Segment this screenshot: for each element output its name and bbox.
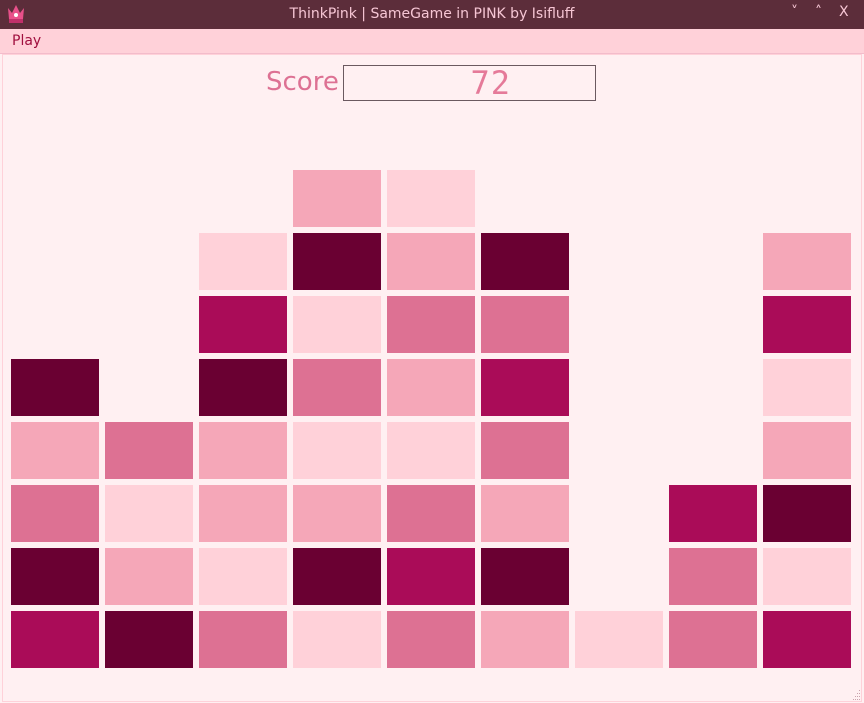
tile[interactable] xyxy=(293,170,381,227)
tile[interactable] xyxy=(763,422,851,479)
tile[interactable] xyxy=(199,233,287,290)
tile[interactable] xyxy=(387,359,475,416)
tile[interactable] xyxy=(105,422,193,479)
tile[interactable] xyxy=(199,422,287,479)
tile[interactable] xyxy=(481,296,569,353)
tile[interactable] xyxy=(763,611,851,668)
score-value: 72 xyxy=(470,64,511,102)
tile[interactable] xyxy=(293,422,381,479)
maximize-button[interactable]: ˄ xyxy=(815,4,822,20)
tile[interactable] xyxy=(293,359,381,416)
crown-icon xyxy=(8,5,24,23)
tile[interactable] xyxy=(763,233,851,290)
tile[interactable] xyxy=(763,296,851,353)
tile[interactable] xyxy=(575,611,663,668)
tile[interactable] xyxy=(481,422,569,479)
tile[interactable] xyxy=(11,485,99,542)
tile[interactable] xyxy=(199,296,287,353)
tile[interactable] xyxy=(387,548,475,605)
tile[interactable] xyxy=(669,611,757,668)
tile[interactable] xyxy=(481,548,569,605)
tile[interactable] xyxy=(11,422,99,479)
tile[interactable] xyxy=(293,548,381,605)
window-title: ThinkPink | SameGame in PINK by Isifluff xyxy=(289,6,575,22)
close-button[interactable]: X xyxy=(839,4,849,20)
tile[interactable] xyxy=(387,611,475,668)
score-label: Score xyxy=(266,67,339,97)
menu-bar: Play xyxy=(0,29,864,54)
tile[interactable] xyxy=(387,233,475,290)
tile[interactable] xyxy=(387,296,475,353)
resize-grip-icon[interactable] xyxy=(851,690,861,700)
menu-play[interactable]: Play xyxy=(12,33,42,49)
tile[interactable] xyxy=(669,548,757,605)
tile[interactable] xyxy=(105,485,193,542)
title-bar[interactable]: ThinkPink | SameGame in PINK by Isifluff… xyxy=(0,0,864,29)
tile[interactable] xyxy=(481,359,569,416)
tile[interactable] xyxy=(105,548,193,605)
tile[interactable] xyxy=(669,485,757,542)
score-display: 72 xyxy=(343,64,596,102)
tile[interactable] xyxy=(293,485,381,542)
minimize-button[interactable]: ˅ xyxy=(791,4,798,20)
tile[interactable] xyxy=(199,611,287,668)
tile[interactable] xyxy=(11,359,99,416)
tile[interactable] xyxy=(763,548,851,605)
tile[interactable] xyxy=(105,611,193,668)
tile[interactable] xyxy=(387,422,475,479)
tile[interactable] xyxy=(763,485,851,542)
tile[interactable] xyxy=(293,611,381,668)
tile[interactable] xyxy=(481,233,569,290)
tile[interactable] xyxy=(481,485,569,542)
tile[interactable] xyxy=(199,548,287,605)
tile[interactable] xyxy=(387,170,475,227)
tile[interactable] xyxy=(11,611,99,668)
tile[interactable] xyxy=(11,548,99,605)
tile[interactable] xyxy=(293,233,381,290)
tile[interactable] xyxy=(199,485,287,542)
tile[interactable] xyxy=(387,485,475,542)
tile[interactable] xyxy=(199,359,287,416)
tile[interactable] xyxy=(763,359,851,416)
tile[interactable] xyxy=(481,611,569,668)
tile[interactable] xyxy=(293,296,381,353)
